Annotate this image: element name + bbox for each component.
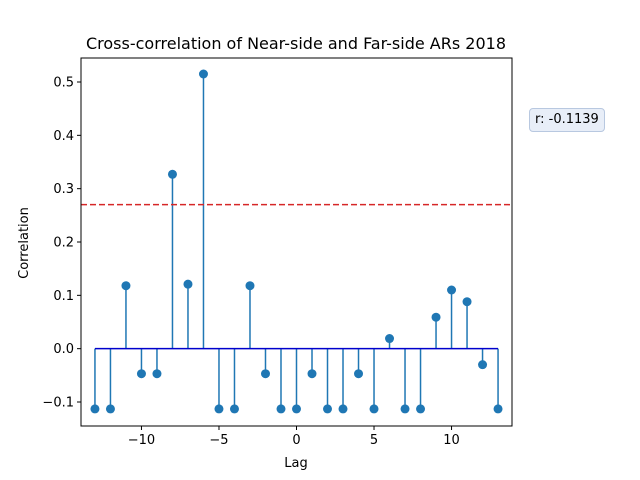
- y-tick-label: 0.3: [53, 182, 74, 197]
- x-tick-label: −10: [128, 433, 155, 448]
- stem-marker: [447, 285, 457, 295]
- stem-marker: [214, 404, 224, 414]
- stem-marker: [307, 369, 317, 379]
- stem-marker: [121, 281, 131, 291]
- stem-marker: [431, 312, 441, 322]
- x-tick-label: 0: [292, 433, 300, 448]
- y-tick-label: 0.2: [53, 236, 74, 251]
- stem-marker: [183, 279, 193, 289]
- stem-marker: [152, 369, 162, 379]
- stem-marker: [276, 404, 286, 414]
- stem-marker: [292, 404, 301, 414]
- x-tick-label: 5: [370, 433, 378, 448]
- stem-marker: [167, 169, 177, 179]
- stem-marker: [90, 404, 100, 414]
- y-tick-label: −0.1: [42, 396, 74, 411]
- stem-marker: [354, 369, 364, 379]
- stem-marker: [136, 369, 146, 379]
- chart-title: Cross-correlation of Near-side and Far-s…: [86, 34, 506, 53]
- plot-area: −10 −5 0 5 10 −0.1 0.0 0.1 0.2 0.3 0.4 0.5: [42, 57, 513, 448]
- stem-marker: [416, 404, 426, 414]
- stem-marker: [400, 404, 410, 414]
- stem-marker: [198, 69, 208, 79]
- correlation-annotation: r: -0.1139: [529, 108, 605, 132]
- stem-marker: [493, 404, 503, 414]
- stem-marker: [105, 404, 115, 414]
- y-axis-label: Correlation: [17, 207, 32, 279]
- stem-marker: [462, 297, 472, 307]
- y-tick-label: 0.1: [53, 289, 74, 304]
- y-tick-label: 0.4: [53, 129, 74, 144]
- y-tick-label: 0.0: [53, 342, 74, 357]
- stem-marker: [229, 404, 239, 414]
- stem-marker: [478, 360, 488, 370]
- correlation-annotation-text: r: -0.1139: [535, 112, 599, 127]
- y-tick-label: 0.5: [53, 76, 74, 91]
- x-tick-label: −5: [209, 433, 228, 448]
- stem-marker: [323, 404, 333, 414]
- x-axis-label: Lag: [284, 456, 307, 471]
- stem-marker: [385, 334, 395, 344]
- stem-marker: [245, 281, 255, 291]
- stem-marker: [260, 369, 270, 379]
- stem-marker: [338, 404, 348, 414]
- x-tick-label: 10: [443, 433, 460, 448]
- stem-marker: [369, 404, 379, 414]
